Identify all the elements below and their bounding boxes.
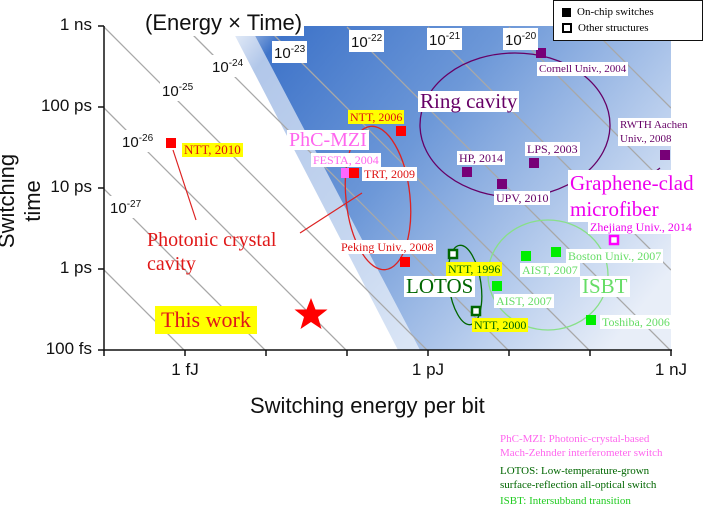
axes [98, 25, 672, 356]
legend-item-on-chip: On-chip switches [562, 6, 654, 18]
marker-lps-2003 [529, 158, 539, 168]
marker-ntt-2010 [166, 138, 176, 148]
label-hp-2014: HP, 2014 [457, 151, 506, 165]
leader-line [172, 149, 197, 221]
label-rwth-2008: RWTH Aachen Univ., 2008 [618, 118, 690, 146]
phc-cavity-ellipse [344, 125, 412, 271]
group-label-phc-mzi: PhC-MZI [287, 129, 369, 151]
iso-label-e24: 10-24 [210, 55, 246, 77]
label-ntt-2006: NTT, 2006 [348, 110, 405, 124]
filled-square-icon [562, 7, 571, 17]
marker-boston-2007 [551, 247, 561, 257]
star-this-work-marker [294, 298, 328, 329]
label-ntt-2010: NTT, 2010 [182, 142, 243, 157]
y-tick-1ps: 1 ps [59, 258, 92, 277]
y-axis-label: Switching time [0, 153, 45, 249]
label-lps-2003: LPS, 2003 [525, 142, 580, 156]
legend: On-chip switches Other structures [553, 0, 703, 41]
label-cornell-2004: Cornell Univ., 2004 [537, 62, 629, 76]
label-zhejiang-2014: Zhejiang Univ., 2014 [588, 220, 694, 234]
group-label-this-work: This work [155, 306, 257, 334]
iso-label-e22: 10-22 [349, 30, 385, 52]
marker-cornell-2004 [536, 48, 546, 58]
label-aist-2007-a: AIST, 2007 [520, 263, 580, 277]
marker-ntt-2006 [396, 126, 406, 136]
marker-aist-2007-a [521, 251, 531, 261]
label-toshiba-2006: Toshiba, 2006 [600, 315, 672, 329]
marker-toshiba-2006 [586, 315, 596, 325]
group-label-graphene: Graphene-clad microfiber [568, 170, 696, 222]
iso-label-e21: 10-21 [427, 28, 463, 50]
y-tick-100ps: 100 ps [40, 96, 92, 115]
label-upv-2010: UPV, 2010 [494, 191, 551, 205]
marker-peking-2008 [400, 257, 410, 267]
y-tick-1ns: 1 ns [59, 15, 92, 34]
marker-trt-2009 [349, 168, 359, 178]
iso-label-e26: 10-26 [120, 130, 156, 152]
marker-festa-2004 [341, 168, 349, 178]
footnote-phc-mzi: PhC-MZI: Photonic-crystal-based Mach-Zeh… [500, 433, 663, 459]
label-boston-2007: Boston Univ., 2007 [566, 249, 664, 263]
energy-time-title: (Energy × Time) [143, 10, 305, 36]
label-trt-2009: TRT, 2009 [362, 167, 418, 181]
x-tick-1pJ: 1 pJ [411, 360, 445, 379]
iso-label-e25: 10-25 [160, 79, 196, 101]
label-ntt-1996: NTT, 1996 [446, 262, 503, 276]
x-tick-1fJ: 1 fJ [171, 360, 199, 379]
marker-hp-2014 [462, 167, 472, 177]
y-tick-10ps: 10 ps [50, 177, 92, 196]
leader-line [299, 192, 363, 234]
iso-label-e23: 10-23 [272, 41, 308, 63]
iso-label-e20: 10-20 [503, 28, 539, 50]
footnote-isbt: ISBT: Intersubband transition [500, 495, 631, 507]
marker-zhejiang-2014 [608, 234, 620, 246]
marker-ntt-1996 [447, 248, 459, 260]
label-ntt-2000: NTT, 2000 [472, 318, 529, 332]
y-tick-100fs: 100 fs [45, 339, 92, 358]
marker-aist-2007-b [492, 281, 502, 291]
marker-ntt-2000 [470, 305, 482, 317]
legend-item-other: Other structures [562, 22, 649, 34]
marker-upv-2010 [497, 179, 507, 189]
label-aist-2007-b: AIST, 2007 [494, 294, 554, 308]
open-square-icon [562, 23, 572, 33]
x-axis-label: Switching energy per bit [250, 393, 485, 418]
group-label-ring-cavity: Ring cavity [418, 89, 520, 113]
label-festa-2004: FESTA, 2004 [311, 153, 381, 167]
iso-label-e27: 10-27 [108, 196, 144, 218]
group-label-isbt: ISBT [580, 274, 630, 298]
marker-rwth-2008 [660, 150, 670, 160]
footnote-lotos: LOTOS: Low-temperature-grown surface-ref… [500, 465, 657, 491]
label-peking-2008: Peking Univ., 2008 [339, 240, 436, 254]
x-tick-1nJ: 1 nJ [654, 360, 688, 379]
group-label-photonic-crystal: Photonic crystal cavity [147, 229, 277, 275]
group-label-lotos: LOTOS [404, 274, 476, 298]
